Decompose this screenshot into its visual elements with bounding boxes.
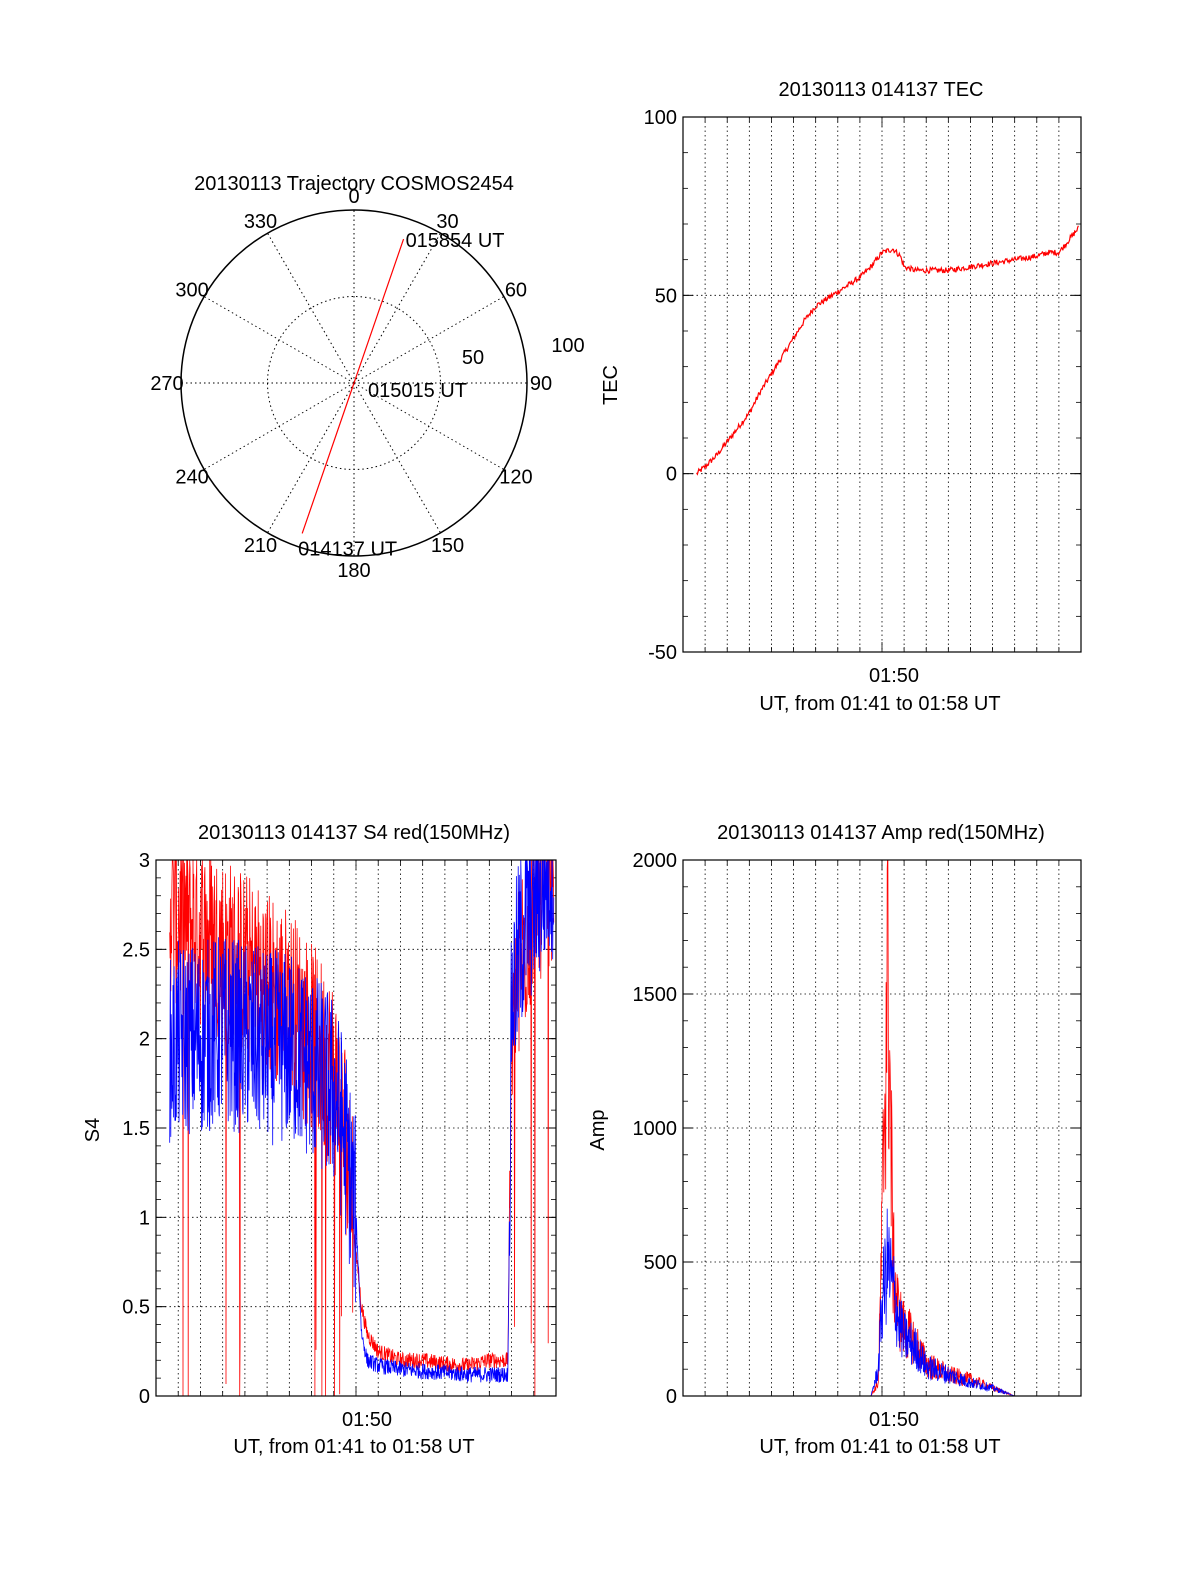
trajectory-time-label: 015854 UT [406, 230, 505, 252]
amp-xlabel: UT, from 01:41 to 01:58 UT [759, 1436, 1000, 1458]
polar-angle-label: 60 [505, 280, 527, 302]
y-tick-label: 1000 [633, 1118, 678, 1140]
y-tick-label: 3 [139, 850, 150, 872]
y-tick-label: 2 [139, 1029, 150, 1051]
y-tick-label: 0.5 [122, 1297, 150, 1319]
polar-radius-label: 100 [551, 335, 584, 357]
y-tick-label: 100 [644, 107, 677, 129]
tec-panel: 20130113 014137 TEC TEC 01:50 UT, from 0… [600, 79, 1082, 715]
polar-spoke [267, 232, 355, 384]
polar-angle-label: 0 [348, 186, 359, 208]
amp-xtick-label: 01:50 [869, 1409, 919, 1431]
s4-plot-area: 0 0.5 1 1.5 2 2.5 3 [122, 850, 557, 1408]
polar-angle-label: 150 [431, 535, 464, 557]
polar-series [301, 238, 405, 534]
y-tick-label: 1500 [633, 984, 678, 1006]
s4-xtick-label: 01:50 [342, 1409, 392, 1431]
y-tick-label: 50 [655, 285, 677, 307]
polar-spoke [267, 382, 355, 534]
y-tick-label: 0 [666, 464, 677, 486]
polar-angle-label: 240 [175, 467, 208, 489]
tec-ylabel: TEC [600, 365, 622, 405]
polar-angle-label: 120 [499, 467, 532, 489]
plot-frame [682, 116, 1082, 653]
amp-plot-area: 0 500 1000 1500 2000 [633, 850, 1082, 1408]
polar-spoke [353, 232, 441, 384]
tec-xtick-label: 01:50 [869, 665, 919, 687]
y-tick-label: 0 [139, 1386, 150, 1408]
amp-panel: 20130113 014137 Amp red(150MHz) Amp 01:5… [587, 822, 1082, 1458]
y-tick-label: 2000 [633, 850, 678, 872]
tec-plot-area: -50 0 50 100 [644, 107, 1082, 664]
series-line-red [169, 859, 555, 1397]
polar-grid [180, 209, 528, 557]
polar-angle-label: 30 [436, 211, 458, 233]
polar-spoke [353, 296, 505, 384]
s4-title: 20130113 014137 S4 red(150MHz) [198, 822, 510, 844]
tec-title: 20130113 014137 TEC [779, 79, 984, 101]
polar-angle-label: 270 [150, 373, 183, 395]
polar-spoke [203, 296, 355, 384]
polar-angle-label: 300 [175, 280, 208, 302]
amp-ylabel: Amp [587, 1109, 609, 1150]
polar-angle-label: 210 [244, 535, 277, 557]
polar-angle-labels: 0 30 60 90 120 150 180 210 240 270 300 330 50 100 [150, 186, 584, 582]
polar-spoke [353, 382, 505, 470]
y-tick-label: 0 [666, 1386, 677, 1408]
polar-angle-label: 330 [244, 211, 277, 233]
polar-outer-circle [180, 209, 528, 557]
series-line-blue [696, 1208, 1079, 1397]
s4-xlabel: UT, from 01:41 to 01:58 UT [233, 1436, 474, 1458]
series-line-blue [169, 859, 555, 1383]
y-tick-label: 500 [644, 1252, 677, 1274]
plot-frame [682, 859, 1082, 1397]
trajectory-title: 20130113 Trajectory COSMOS2454 [194, 173, 514, 195]
trajectory-line [301, 238, 405, 534]
y-tick-label: 1 [139, 1207, 150, 1229]
y-tick-label: 2.5 [122, 939, 150, 961]
plot-frame [155, 859, 557, 1397]
y-tick-label: -50 [648, 642, 677, 664]
polar-spoke [203, 382, 355, 470]
series-line-red [696, 225, 1079, 476]
polar-radius-label: 50 [462, 347, 484, 369]
trajectory-panel: 20130113 Trajectory COSMOS2454 0 30 60 90 12… [150, 173, 584, 582]
trajectory-time-label: 014137 UT [298, 538, 397, 560]
trajectory-time-label: 015015 UT [368, 380, 467, 402]
polar-spoke [353, 382, 441, 534]
s4-panel: 20130113 014137 S4 red(150MHz) S4 01:50 … [82, 822, 557, 1458]
polar-angle-label: 90 [530, 373, 552, 395]
polar-angle-label: 180 [337, 560, 370, 582]
tec-xlabel: UT, from 01:41 to 01:58 UT [759, 693, 1000, 715]
y-tick-label: 1.5 [122, 1118, 150, 1140]
polar-annotations: 015854 UT 015015 UT 014137 UT [298, 230, 504, 560]
s4-ylabel: S4 [82, 1118, 104, 1142]
amp-title: 20130113 014137 Amp red(150MHz) [717, 822, 1045, 844]
